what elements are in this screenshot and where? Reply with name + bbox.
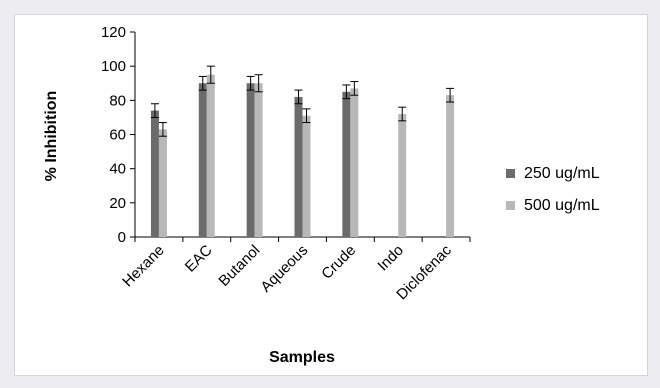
y-tick-label: 80 [109,92,126,109]
y-tick-label: 100 [101,58,126,75]
bar [206,74,215,237]
x-axis-label: Samples [269,349,335,366]
chart-panel [14,14,648,376]
bar [398,114,407,237]
bar [350,88,359,237]
x-tick-label: EAC [182,242,216,276]
legend: 250 ug/mL 500 ug/mL [506,165,600,214]
x-tick-label: Hexane [119,242,168,291]
legend-label: 500 ug/mL [524,197,600,214]
y-axis: 0 20 40 60 80 100 120 [101,24,136,246]
legend-swatch [506,201,515,210]
bar [158,129,167,237]
bar [294,96,303,238]
bar [150,110,159,237]
y-tick-label: 60 [109,127,126,144]
x-tick-label: Butanol [215,242,263,290]
legend-label: 250 ug/mL [524,165,600,182]
error-bars [150,65,455,137]
bar [446,95,455,237]
x-tick-label: Crude [318,242,359,283]
y-axis-label: % Inhibition [43,91,60,182]
legend-swatch [506,169,515,178]
y-tick-label: 20 [109,195,126,212]
x-tick-label: Aqueous [257,242,311,296]
bar [198,83,207,237]
y-tick-label: 40 [109,161,126,178]
bar [342,91,351,238]
y-tick-label: 120 [101,24,126,41]
bar [302,115,311,237]
bar [246,83,255,237]
bar [254,83,263,237]
y-tick-label: 0 [118,229,126,246]
bars [150,74,455,238]
x-tick-label: Indo [374,242,407,275]
